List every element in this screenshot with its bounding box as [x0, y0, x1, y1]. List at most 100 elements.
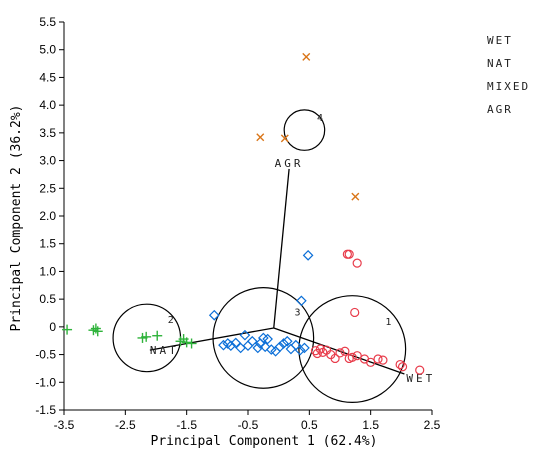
data-point-nat — [270, 345, 281, 357]
x-tick-label: -1.5 — [176, 418, 197, 432]
data-point-wet — [373, 354, 383, 364]
marker-shape — [378, 355, 388, 365]
y-tick-label: -1.5 — [35, 403, 56, 417]
data-point-agr — [351, 192, 360, 201]
x-tick-label: -3.5 — [54, 418, 75, 432]
marker-shape — [302, 250, 314, 261]
data-point-mixed — [90, 323, 101, 334]
data-point-wet — [335, 348, 345, 358]
marker-shape — [344, 249, 354, 259]
x-tick-label: -0.5 — [238, 418, 259, 432]
data-point-wet — [340, 346, 350, 356]
marker-shape — [340, 346, 350, 356]
y-tick-label: 3.5 — [39, 126, 56, 140]
marker-shape — [415, 365, 425, 375]
vector-agr — [273, 168, 290, 329]
data-point-wet — [395, 359, 405, 370]
vector-label: AGR — [275, 157, 304, 170]
vector-label: NAT — [150, 344, 179, 357]
data-point-wet — [378, 355, 388, 365]
data-point-mixed — [92, 326, 103, 337]
data-point-nat — [252, 342, 264, 354]
marker-stroke — [280, 134, 289, 143]
y-tick-label: -1.0 — [35, 375, 56, 389]
marker-shape — [246, 335, 258, 347]
marker-shape — [395, 359, 405, 370]
data-point-nat — [265, 344, 277, 355]
data-point-wet — [347, 352, 357, 362]
marker-shape — [281, 335, 293, 347]
marker-shape — [350, 307, 360, 318]
marker-shape — [330, 353, 340, 364]
data-point-wet — [350, 307, 360, 318]
y-tick-label: 5.0 — [39, 43, 56, 57]
marker-shape — [310, 346, 321, 356]
marker-stroke — [302, 52, 311, 61]
y-tick-label: 4.5 — [39, 70, 56, 84]
data-point-nat — [299, 342, 310, 354]
marker-shape — [274, 341, 286, 353]
data-point-wet — [330, 353, 340, 364]
data-point-agr — [256, 133, 265, 142]
marker-stroke — [256, 133, 265, 142]
data-point-nat — [278, 338, 289, 349]
group-circle-label: 4 — [317, 113, 323, 124]
y-tick-label: 0.5 — [39, 292, 56, 306]
data-point-wet — [342, 249, 352, 259]
data-point-agr — [302, 52, 311, 61]
y-tick-label: 4.0 — [39, 98, 56, 112]
y-tick-label: 1.5 — [39, 237, 56, 251]
data-point-wet — [344, 249, 354, 259]
group-circle-3 — [212, 287, 315, 389]
marker-shape — [294, 344, 306, 356]
marker-shape — [373, 354, 383, 364]
legend: WET NAT MIXED AGR — [487, 34, 528, 116]
marker-shape — [347, 352, 357, 362]
data-point-wet — [415, 365, 425, 375]
marker-shape — [252, 342, 264, 354]
data-point-wet — [352, 258, 362, 268]
data-point-wet — [366, 357, 376, 367]
y-tick-label: -0.5 — [35, 348, 56, 362]
data-point-nat — [274, 341, 286, 353]
data-point-nat — [302, 250, 314, 261]
marker-shape — [270, 345, 281, 357]
marker-shape — [299, 342, 310, 354]
data-point-nat — [208, 309, 220, 321]
data-point-nat — [239, 329, 251, 341]
x-tick-label: -2.5 — [115, 418, 136, 432]
data-point-wet — [310, 346, 321, 356]
data-point-nat — [218, 339, 229, 351]
x-tick-label: 2.5 — [424, 418, 441, 432]
y-tick-label: 1.0 — [39, 264, 56, 278]
data-point-wet — [352, 351, 362, 361]
vector-nat — [149, 327, 274, 351]
data-point-nat — [281, 335, 293, 347]
y-tick-label: 5.5 — [39, 15, 56, 29]
data-point-nat — [257, 332, 269, 344]
marker-shape — [259, 341, 271, 353]
x-axis-label: Principal Component 1 (62.4%) — [151, 434, 378, 449]
y-tick-label: 2.5 — [39, 181, 56, 195]
plot-area: -3.5 -2.5 -1.5 -0.5 0.5 1.5 2.5 -1.5 -1.0 -0.5 0 0.… — [35, 15, 440, 432]
group-circle-label: 1 — [385, 317, 391, 328]
marker-shape — [218, 339, 229, 351]
group-circle-4 — [283, 109, 326, 151]
data-point-wet — [397, 362, 408, 372]
marker-shape — [239, 329, 251, 341]
marker-shape — [262, 333, 273, 345]
x-tick-label: 1.5 — [362, 418, 379, 432]
vector-label: WET — [406, 372, 435, 385]
marker-shape — [366, 357, 376, 367]
data-point-nat — [262, 333, 273, 345]
data-point-nat — [259, 341, 271, 353]
marker-shape — [296, 295, 307, 307]
data-point-mixed — [88, 325, 99, 336]
vector-wet — [273, 327, 405, 375]
marker-shape — [335, 348, 345, 358]
marker-shape — [257, 332, 269, 344]
data-point-nat — [246, 335, 258, 347]
group-circle-1 — [298, 295, 407, 403]
data-point-agr — [280, 134, 289, 143]
